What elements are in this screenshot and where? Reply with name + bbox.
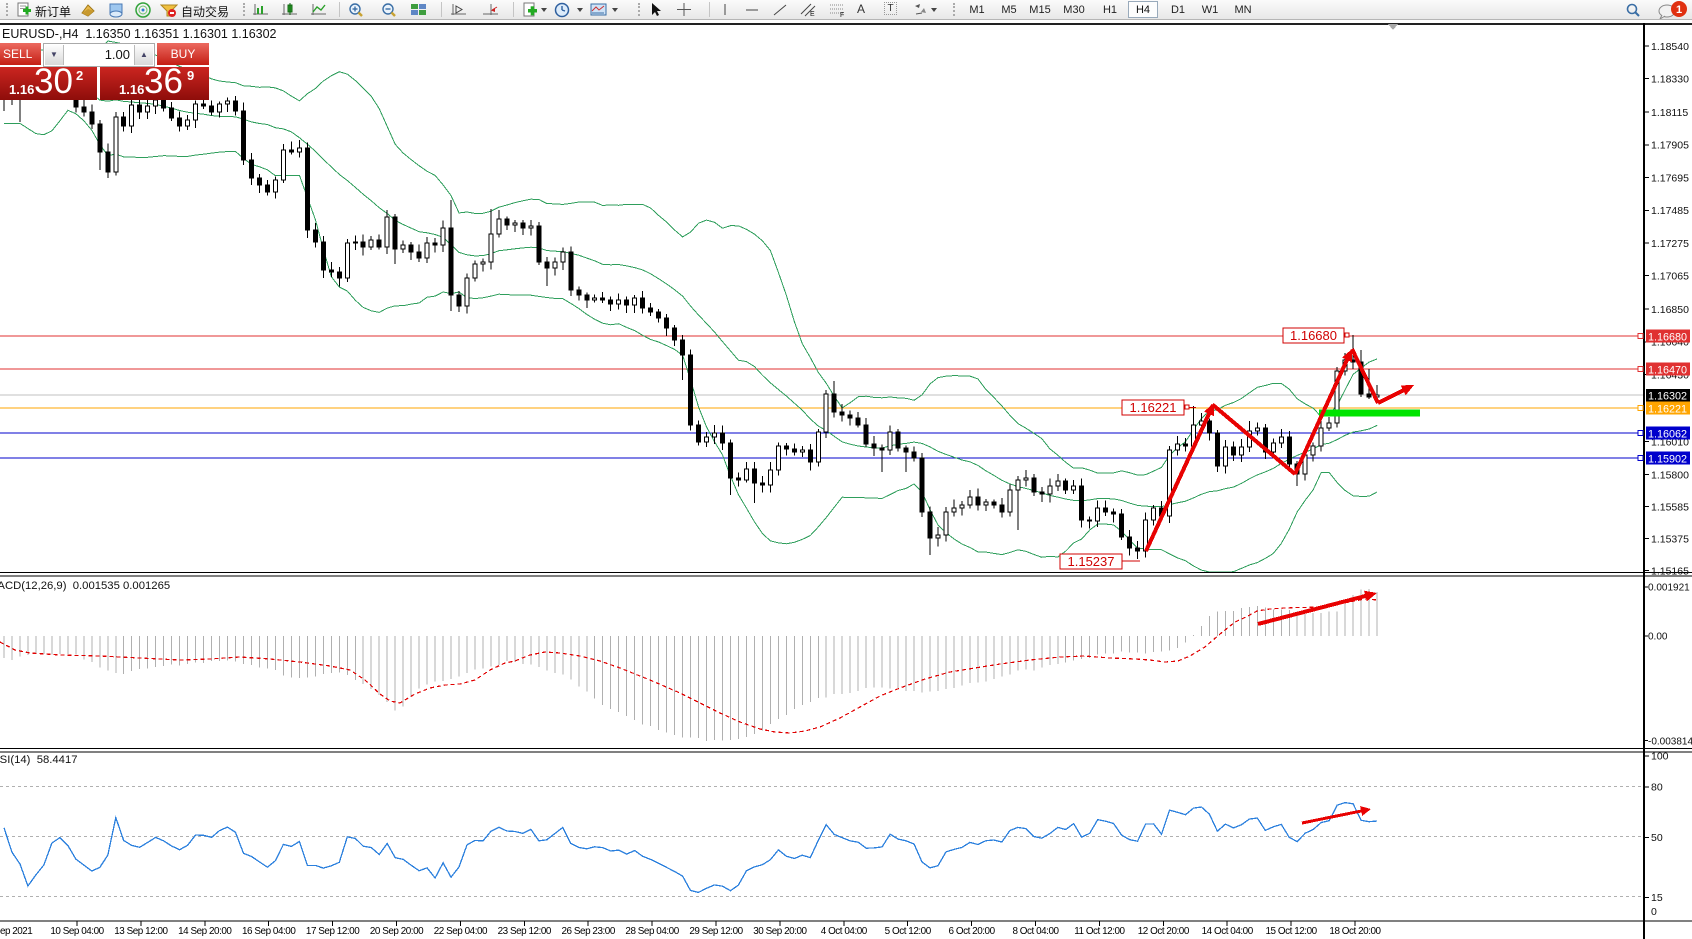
svg-text:F: F [840,12,844,18]
svg-text:1.17275: 1.17275 [1651,238,1689,250]
svg-text:1.16221: 1.16221 [1130,400,1177,415]
svg-text:6 Oct 20:00: 6 Oct 20:00 [949,926,996,937]
svg-text:0.00: 0.00 [1648,632,1668,643]
svg-text:15: 15 [1651,892,1663,904]
svg-text:1.18330: 1.18330 [1651,74,1689,86]
svg-text:50: 50 [1651,832,1663,844]
svg-text:1.16470: 1.16470 [1648,365,1687,377]
svg-text:15 Oct 12:00: 15 Oct 12:00 [1266,926,1318,937]
svg-text:RSI(14) 58.4417: RSI(14) 58.4417 [0,754,78,766]
svg-text:1.17485: 1.17485 [1651,205,1689,217]
svg-text:5 Oct 12:00: 5 Oct 12:00 [885,926,932,937]
svg-text:4 Oct 04:00: 4 Oct 04:00 [821,926,868,937]
svg-text:1.18540: 1.18540 [1651,41,1689,53]
svg-text:1.17905: 1.17905 [1651,140,1689,152]
svg-text:1.17695: 1.17695 [1651,172,1689,184]
svg-text:28 Sep 04:00: 28 Sep 04:00 [625,926,679,937]
svg-text:12 Oct 20:00: 12 Oct 20:00 [1138,926,1190,937]
svg-text:8 Oct 04:00: 8 Oct 04:00 [1012,926,1059,937]
svg-text:-0.003814: -0.003814 [1648,736,1692,747]
svg-text:26 Sep 23:00: 26 Sep 23:00 [562,926,616,937]
svg-text:1.17065: 1.17065 [1651,271,1689,283]
svg-text:1.16680: 1.16680 [1290,328,1337,343]
svg-text:1.15585: 1.15585 [1651,501,1689,513]
svg-text:100: 100 [1651,751,1669,763]
svg-text:1.16302: 1.16302 [1648,391,1687,403]
svg-text:13 Sep 12:00: 13 Sep 12:00 [114,926,168,937]
svg-text:1.15375: 1.15375 [1651,533,1689,545]
svg-text:E: E [810,11,815,18]
svg-text:10 Sep 04:00: 10 Sep 04:00 [50,926,104,937]
svg-text:1.18115: 1.18115 [1651,107,1688,119]
svg-text:1.16850: 1.16850 [1651,304,1689,316]
svg-text:1.15165: 1.15165 [1651,565,1689,577]
svg-text:18 Oct 20:00: 18 Oct 20:00 [1329,926,1381,937]
svg-text:1.15237: 1.15237 [1068,554,1115,569]
svg-text:11 Oct 12:00: 11 Oct 12:00 [1074,926,1125,937]
svg-text:0: 0 [1651,906,1657,918]
svg-text:20 Sep 20:00: 20 Sep 20:00 [370,926,424,937]
svg-text:14 Oct 04:00: 14 Oct 04:00 [1202,926,1254,937]
svg-text:22 Sep 04:00: 22 Sep 04:00 [434,926,488,937]
svg-text:30 Sep 20:00: 30 Sep 20:00 [753,926,807,937]
svg-text:ep 2021: ep 2021 [0,926,33,937]
svg-text:16 Sep 04:00: 16 Sep 04:00 [242,926,296,937]
svg-text:1: 1 [1676,4,1682,16]
svg-text:29 Sep 12:00: 29 Sep 12:00 [689,926,743,937]
svg-text:1.15902: 1.15902 [1648,454,1687,466]
svg-text:MACD(12,26,9) 0.001535 0.0012: MACD(12,26,9) 0.001535 0.001265 [0,580,170,592]
svg-text:17 Sep 12:00: 17 Sep 12:00 [306,926,360,937]
svg-text:1.16221: 1.16221 [1648,404,1687,416]
svg-text:0.001921: 0.001921 [1648,583,1690,594]
svg-text:23 Sep 12:00: 23 Sep 12:00 [498,926,552,937]
svg-text:1.15800: 1.15800 [1651,469,1689,481]
svg-text:14 Sep 20:00: 14 Sep 20:00 [178,926,232,937]
svg-text:1.16680: 1.16680 [1648,332,1687,344]
svg-text:80: 80 [1651,782,1663,794]
svg-text:1.16062: 1.16062 [1648,429,1687,441]
